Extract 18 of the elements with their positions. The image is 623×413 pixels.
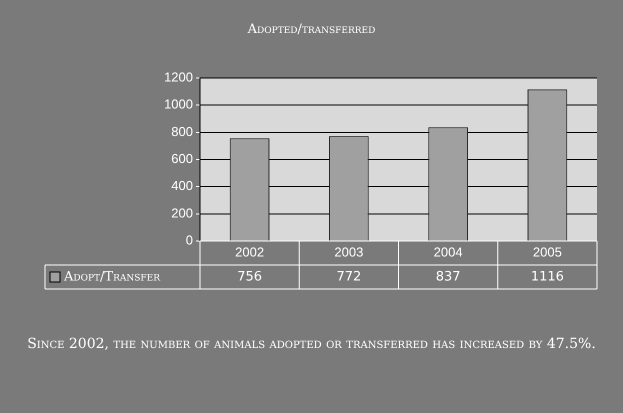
- data-label: 756: [237, 269, 262, 284]
- y-tick-label: 1200: [164, 70, 193, 85]
- y-tick-label: 1000: [164, 96, 193, 112]
- x-tick-label: 2002: [235, 244, 264, 260]
- y-tick-label: 200: [171, 205, 193, 220]
- x-tick-label: 2003: [334, 244, 364, 260]
- y-tick-label: 400: [171, 178, 193, 194]
- data-label: 837: [436, 269, 461, 284]
- text: Since 2002, the number of animals adopted or transferred has increased by 47.5%.: [26, 335, 597, 353]
- x-tick-label: 2005: [532, 244, 562, 260]
- chart-title: Adopted/transferred: [246, 22, 376, 37]
- y-tick-label: 0: [186, 232, 193, 248]
- x-tick-label: 2004: [434, 244, 463, 260]
- y-tick-label: 600: [171, 151, 193, 166]
- data-label: 1116: [530, 269, 564, 284]
- data-label: 772: [336, 269, 362, 284]
- y-tick-label: 800: [171, 124, 193, 139]
- legend-label: Adopt/Transfer: [63, 269, 160, 284]
